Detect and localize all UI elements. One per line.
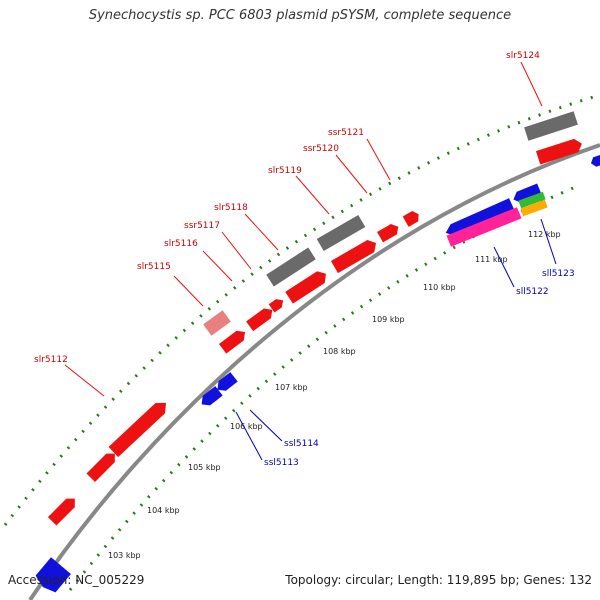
kbp-label: 103 kbp <box>108 551 141 560</box>
gene-label-slr5116[interactable]: slr5116 <box>164 239 198 249</box>
inner-tick-ring <box>68 183 581 591</box>
gene-forward[interactable] <box>108 398 171 458</box>
gene-label-ssr5117[interactable]: ssr5117 <box>184 221 220 231</box>
gene-slr5118[interactable] <box>266 247 316 287</box>
gene-reverse[interactable] <box>443 198 515 239</box>
gene-label-ssl5114[interactable]: ssl5114 <box>284 439 319 449</box>
gene-slr5124[interactable] <box>524 111 578 141</box>
rna-feature-orange[interactable] <box>520 199 548 217</box>
accession-text: Accession: NC_005229 <box>8 573 145 587</box>
gene-forward[interactable] <box>535 137 584 165</box>
kbp-label: 107 kbp <box>275 383 308 392</box>
kbp-label: 111 kbp <box>475 255 508 264</box>
gene-forward[interactable] <box>219 327 249 354</box>
rna-feature-pink[interactable] <box>446 207 522 247</box>
gene-label-slr5124[interactable]: slr5124 <box>506 51 540 61</box>
gene-label-ssr5121[interactable]: ssr5121 <box>328 128 364 138</box>
pseudogenes <box>203 111 578 336</box>
gene-reverse[interactable] <box>511 183 542 206</box>
gene-label-slr5115[interactable]: slr5115 <box>137 262 171 272</box>
gene-forward[interactable] <box>86 449 120 482</box>
gene-forward[interactable] <box>246 305 276 332</box>
kbp-labels: 103 kbp 104 kbp 105 kbp 106 kbp 107 kbp … <box>108 230 561 560</box>
gene-reverse[interactable] <box>33 557 71 595</box>
gene-label-slr5112[interactable]: slr5112 <box>34 355 68 365</box>
gene-label-sll5123[interactable]: sll5123 <box>542 269 575 279</box>
reverse-genes <box>33 154 600 595</box>
kbp-label: 105 kbp <box>188 463 221 472</box>
map-title: Synechocystis sp. PCC 6803 plasmid pSYSM… <box>88 8 512 23</box>
kbp-label: 110 kbp <box>423 283 456 292</box>
gene-forward[interactable] <box>377 222 401 243</box>
gene-reverse[interactable] <box>198 386 223 409</box>
gene-forward[interactable] <box>402 209 422 227</box>
gene-forward[interactable] <box>268 296 286 313</box>
gene-forward[interactable] <box>47 494 79 526</box>
kbp-label: 109 kbp <box>372 315 405 324</box>
forward-genes <box>47 137 584 526</box>
summary-text: Topology: circular; Length: 119,895 bp; … <box>285 573 592 587</box>
backbone-circle <box>28 143 600 600</box>
outer-tick-ring <box>3 93 600 526</box>
gene-forward[interactable] <box>330 237 380 274</box>
kbp-label: 108 kbp <box>323 347 356 356</box>
gene-label-slr5118[interactable]: slr5118 <box>214 203 248 213</box>
kbp-label: 112 kbp <box>528 230 561 239</box>
gene-slr5119[interactable] <box>316 214 366 252</box>
gene-reverse[interactable] <box>589 154 600 168</box>
gene-label-ssl5113[interactable]: ssl5113 <box>264 458 299 468</box>
gene-label-sll5122[interactable]: sll5122 <box>516 287 549 297</box>
kbp-label: 106 kbp <box>230 422 263 431</box>
reverse-gene-labels: ssl5113 ssl5114 sll5122 sll5123 <box>235 218 575 468</box>
forward-gene-labels: slr5112 slr5115 slr5116 ssr5117 slr5118 … <box>34 51 543 397</box>
gene-label-ssr5120[interactable]: ssr5120 <box>303 144 339 154</box>
gene-forward[interactable] <box>285 268 330 304</box>
rna-feature-green[interactable] <box>518 191 546 209</box>
gene-slr5115[interactable] <box>203 310 231 336</box>
gene-reverse[interactable] <box>214 372 238 394</box>
kbp-label: 104 kbp <box>147 506 180 515</box>
gene-label-slr5119[interactable]: slr5119 <box>268 166 302 176</box>
